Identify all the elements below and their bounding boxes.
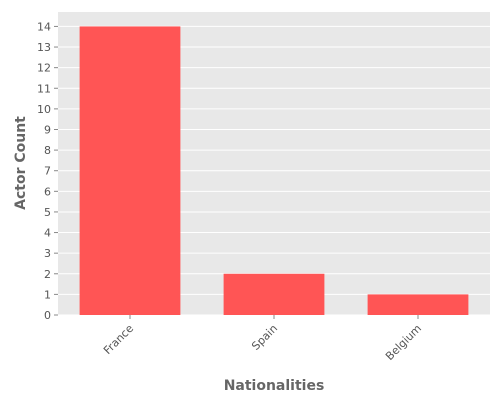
- bar-france: [79, 26, 181, 316]
- x-tick-label: France: [101, 322, 136, 357]
- y-tick-label: 3: [44, 247, 51, 260]
- y-tick-label: 7: [44, 165, 51, 178]
- bar-spain: [223, 273, 325, 315]
- y-tick-label: 0: [44, 309, 51, 322]
- y-tick-label: 8: [44, 144, 51, 157]
- x-tick-label: Belgium: [383, 322, 424, 363]
- bar-belgium: [367, 294, 469, 315]
- x-tick-label: Spain: [249, 322, 280, 353]
- y-tick-label: 14: [37, 20, 51, 33]
- y-tick-label: 11: [37, 82, 51, 95]
- x-axis-label: Nationalities: [224, 378, 325, 394]
- x-axis-ticks: France Spain Belgium: [101, 315, 424, 363]
- y-tick-label: 10: [37, 103, 51, 116]
- y-tick-label: 6: [44, 185, 51, 198]
- y-axis-label: Actor Count: [13, 116, 29, 210]
- y-tick-label: 12: [37, 62, 51, 75]
- y-tick-label: 2: [44, 268, 51, 281]
- y-tick-label: 9: [44, 123, 51, 136]
- y-tick-label: 1: [44, 288, 51, 301]
- y-tick-label: 5: [44, 206, 51, 219]
- bars: [79, 26, 469, 316]
- y-tick-label: 4: [44, 227, 51, 240]
- y-tick-label: 13: [37, 41, 51, 54]
